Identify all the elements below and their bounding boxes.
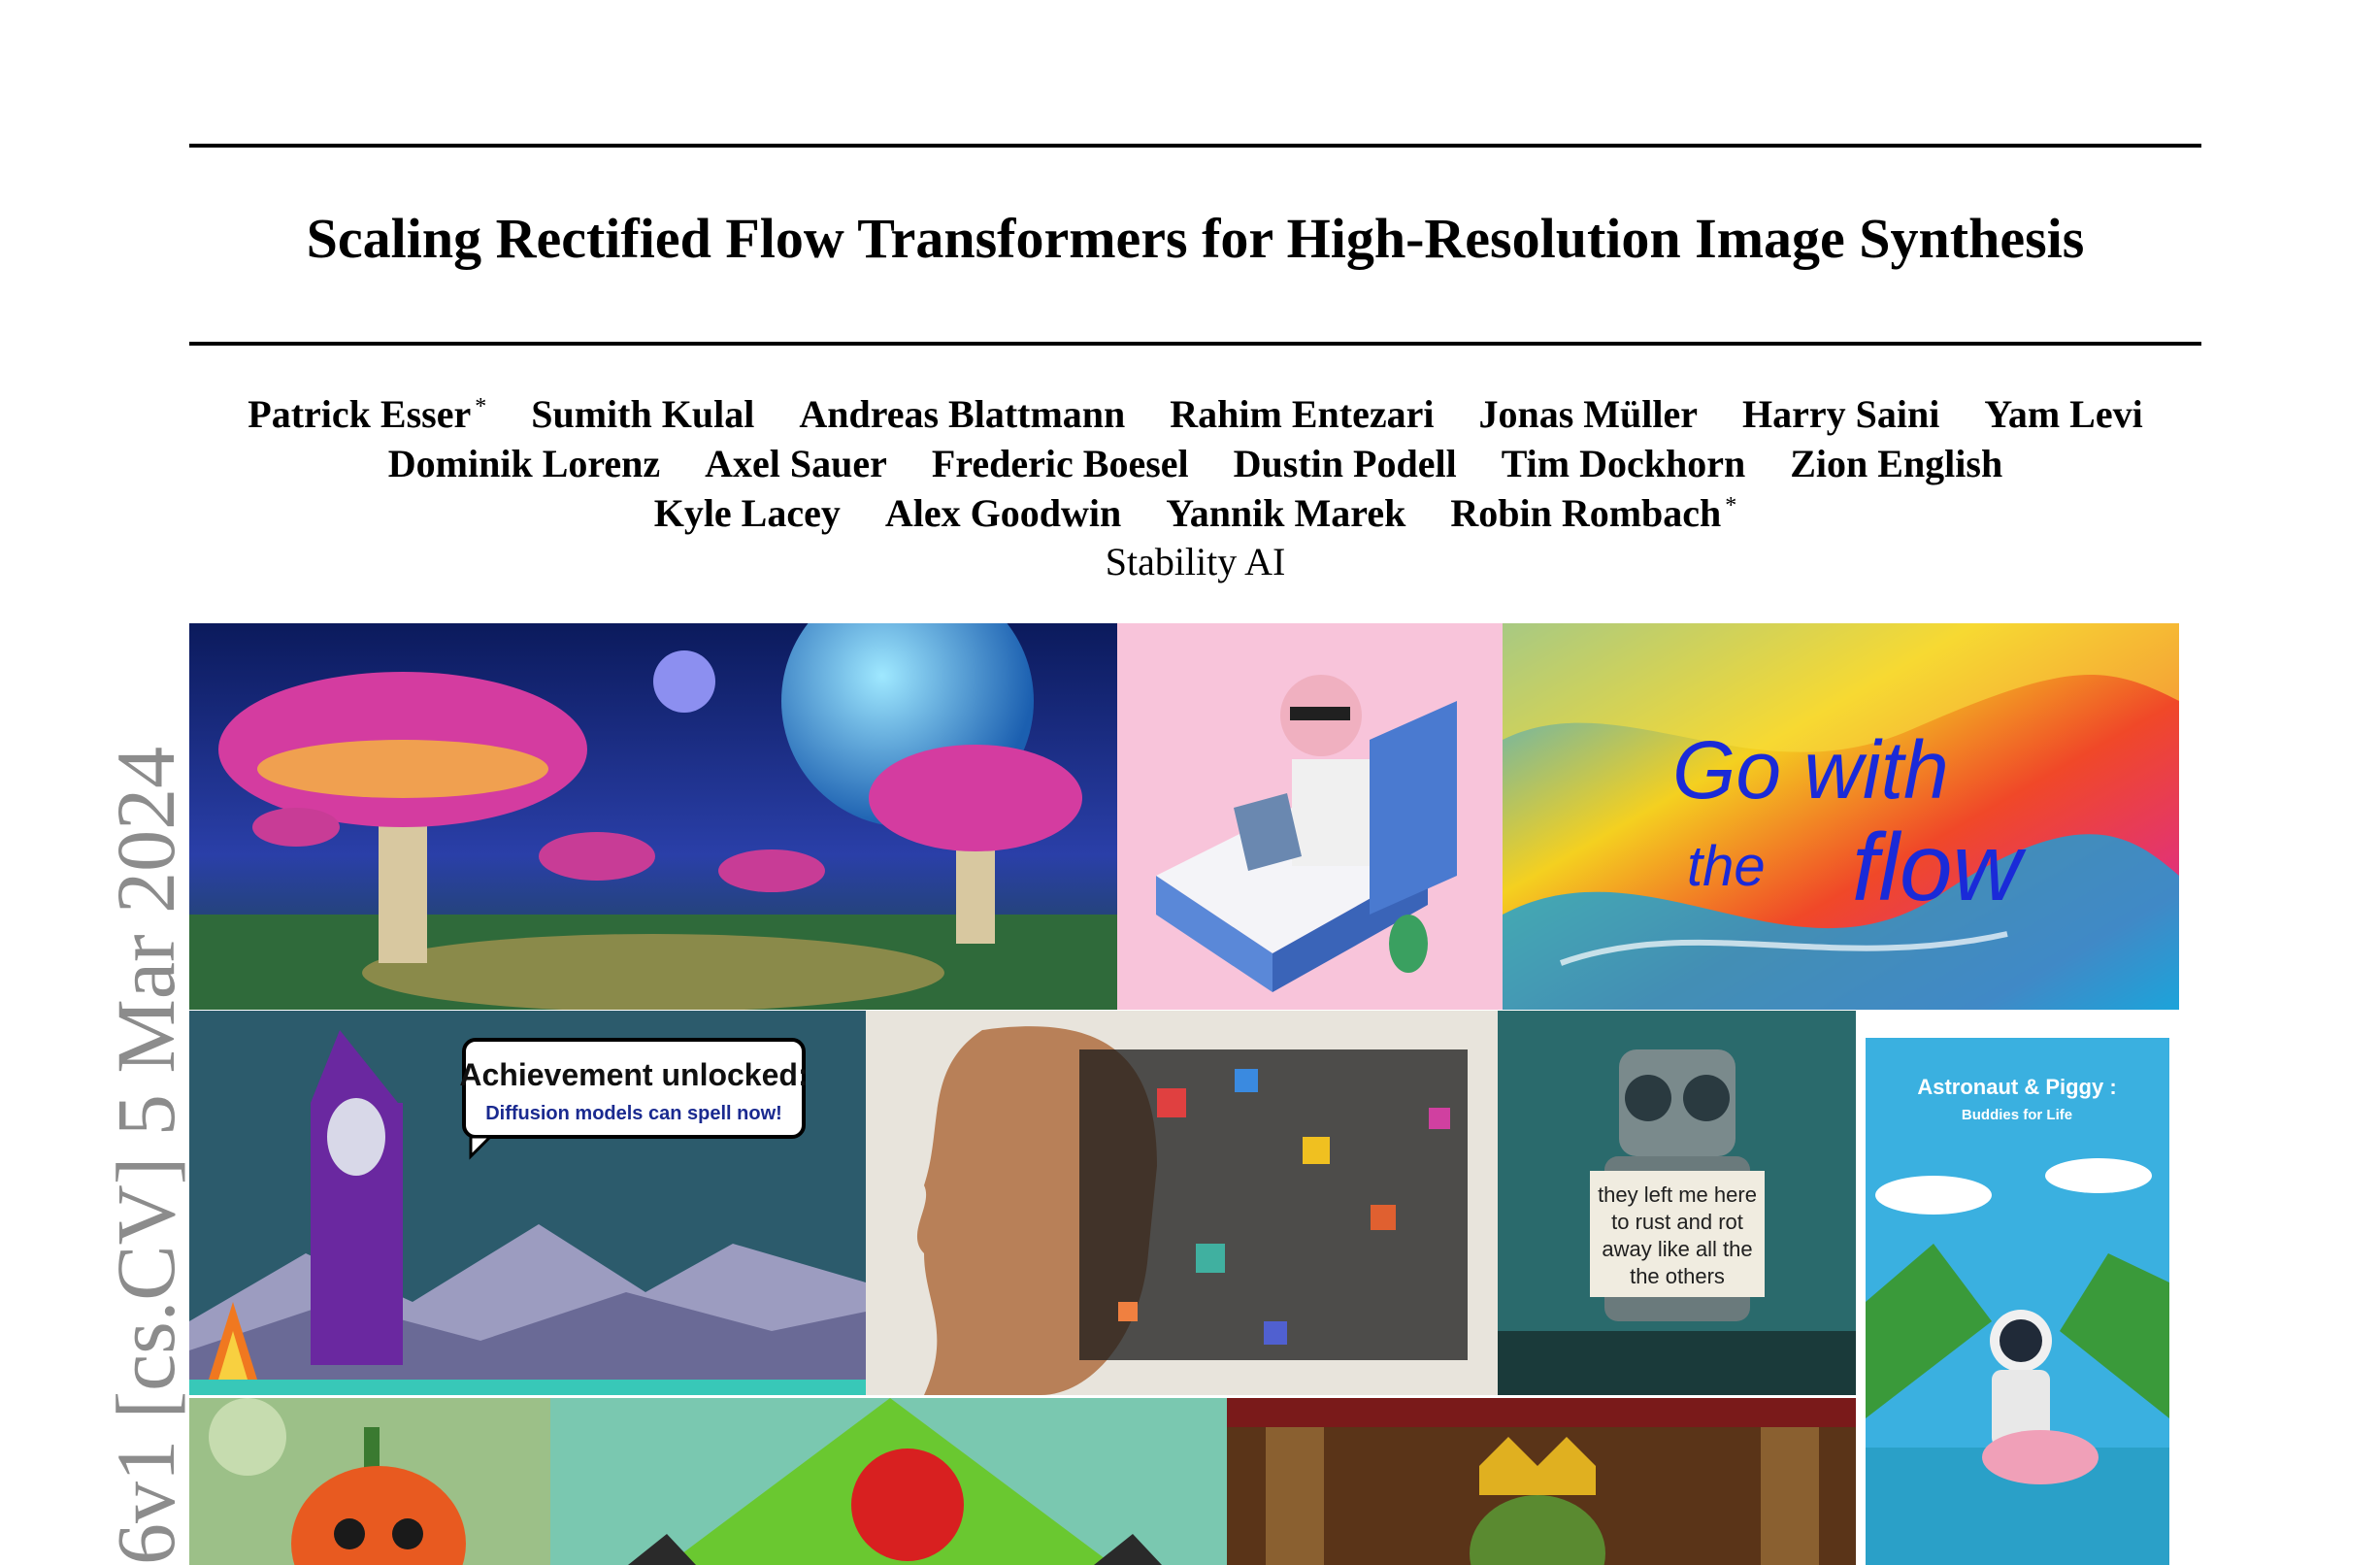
achievement-subtitle: Diffusion models can spell now! [485,1103,782,1124]
the-text: the [1687,835,1766,898]
author: Dustin Podell [1233,442,1457,485]
image-green-triangle [550,1398,1227,1565]
robot-sign-line-4: the others [1630,1264,1725,1288]
author: Andreas Blattmann [799,392,1126,436]
author: Sumith Kulal [531,392,755,436]
author: Axel Sauer [705,442,887,485]
authors-line-1: Patrick Esser * Sumith Kulal Andreas Blat… [189,391,2201,437]
poster-subtitle: Buddies for Life [1962,1107,2072,1123]
robot-sign-line-1: they left me here [1598,1182,1757,1207]
author: Robin Rombach * [1450,491,1737,535]
affiliation: Stability AI [1105,540,1286,583]
image-pig-at-desk [1117,623,1503,1010]
arxiv-stamp: 6v1 [cs.CV] 5 Mar 2024 [99,746,192,1565]
image-avocado-king [1227,1398,1856,1565]
author: Alex Goodwin [884,491,1122,535]
author: Yannik Marek [1166,491,1406,535]
image-go-with-the-flow: Go with the flow [1503,623,2179,1010]
image-bell-pepper [189,1398,550,1565]
go-with-text: Go with [1672,724,1949,816]
image-pixel-face [866,1011,1498,1395]
image-astronaut-piggy-poster: Astronaut & Piggy : Buddies for Life [1856,1011,2179,1565]
authors-line-3: Kyle Lacey Alex Goodwin Yannik Marek Rob… [189,490,2201,536]
author: Dominik Lorenz [387,442,661,485]
paper-title: Scaling Rectified Flow Transformers for … [306,207,2085,270]
author: Yam Levi [1984,392,2143,436]
authors-line-2: Dominik Lorenz Axel Sauer Frederic Boese… [189,441,2201,486]
author: Tim Dockhorn [1501,442,1746,485]
author: Zion English [1790,442,2003,485]
image-pixel-wizard: Achievement unlocked: Diffusion models c… [189,1011,866,1395]
author: Rahim Entezari [1170,392,1435,436]
image-mushroom-landscape [189,623,1117,1010]
author: Kyle Lacey [653,491,841,535]
robot-sign-line-2: to rust and rot [1611,1210,1743,1234]
author: Frederic Boesel [931,442,1189,485]
flow-text: flow [1852,814,2028,920]
author: Jonas Müller [1478,392,1699,436]
top-rule [189,144,2201,148]
poster-title: Astronaut & Piggy : [1917,1075,2116,1099]
achievement-title: Achievement unlocked: [459,1057,808,1092]
image-rusty-robot: they left me here to rust and rot away l… [1498,1011,1856,1395]
bottom-rule [189,342,2201,346]
author: Patrick Esser * [248,392,487,436]
robot-sign-line-3: away like all the [1602,1237,1752,1261]
author: Harry Saini [1742,392,1940,436]
